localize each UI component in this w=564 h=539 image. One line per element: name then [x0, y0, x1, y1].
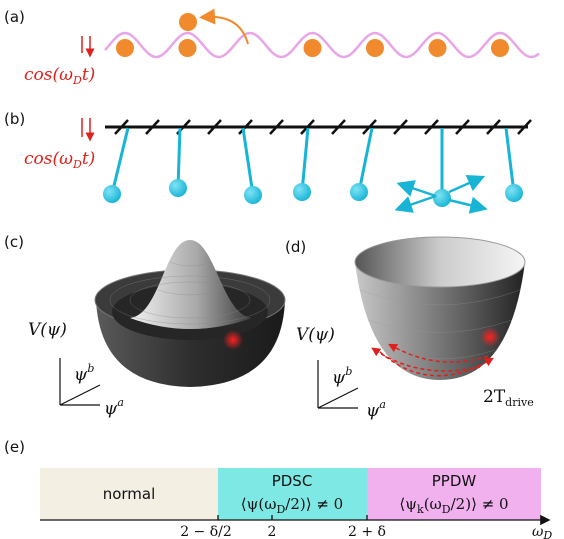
panel-e: (e) normal PDSC ⟨ψ(ωD/2)⟩ ≠ 0 PPDW ⟨ψk(ω…: [4, 438, 552, 539]
panel-c: (c) V(ψ) ψb ψa: [4, 233, 285, 419]
phase-name: PPDW: [432, 472, 477, 490]
panel-b-shape-shape: [506, 128, 514, 193]
panel-c-shape: [223, 330, 243, 350]
panel-a: (a) cos(ωDt): [4, 8, 539, 87]
phase-name: normal: [103, 485, 156, 503]
phase-condition: ⟨ψk(ωD/2)⟩ ≠ 0: [399, 495, 508, 516]
text-part: ψ: [74, 365, 88, 385]
panel-b-shape-shape: [293, 183, 311, 201]
drive-label: cos(ωDt): [24, 149, 95, 171]
panel-b-shape-shape: [505, 184, 523, 202]
text-part: D: [276, 503, 285, 516]
panel-a-shape: [207, 17, 248, 44]
text-part: (ω: [424, 495, 442, 513]
panel-b-shape: [82, 118, 90, 137]
panel-a-shape: [105, 33, 539, 57]
text-part: 2T: [483, 387, 506, 407]
text-part: D: [542, 529, 552, 539]
text-part: a: [117, 396, 124, 409]
panel-b-shape: [103, 128, 523, 207]
phase-condition: ⟨ψ(ωD/2)⟩ ≠ 0: [241, 495, 343, 516]
panel-label: (d): [285, 238, 306, 256]
text-part: /2)⟩ ≠ 0: [285, 495, 343, 513]
panel-b-shape-shape: [243, 128, 253, 195]
panel-label: (a): [4, 8, 25, 26]
panel-a-shape: [179, 13, 197, 31]
panel-b-shape-shape: [359, 128, 372, 192]
text-part: ψ: [332, 368, 346, 388]
drive-label: cos(ωDt): [24, 65, 95, 87]
text-part: t): [82, 65, 95, 85]
axis-label: ωD: [532, 524, 552, 539]
panel-b-shape-shape: [350, 183, 368, 201]
panel-b-shape-shape: [103, 185, 121, 203]
panel-label: (c): [4, 233, 24, 251]
panel-b-shape-shape: [404, 196, 436, 207]
panel-b-shape-shape: [169, 179, 187, 197]
text-part: b: [87, 362, 94, 375]
panel-d-shape: [355, 237, 525, 287]
panel-b-shape-shape: [178, 128, 180, 188]
panel-b-shape-shape: [449, 180, 476, 192]
tick-label: 2: [268, 524, 277, 539]
potential-label: V(ψ): [28, 320, 67, 340]
panel-a-shape-shape: [304, 39, 322, 57]
axis-label: ψb: [74, 362, 94, 385]
text-part: ψ: [104, 399, 118, 419]
text-part: drive: [505, 396, 534, 409]
text-part: ψ: [366, 401, 380, 421]
tick-label: 2 − δ/2: [180, 524, 232, 539]
potential-label: V(ψ): [296, 325, 335, 345]
text-part: ⟨ψ(ω: [241, 495, 277, 513]
text-part: t): [82, 149, 95, 169]
panel-b-shape-shape: [449, 200, 478, 207]
page: (a) cos(ωDt) (b) cos(ωDt) (c) V(ψ) ψb ψa…: [0, 0, 564, 539]
panel-a-shape-shape: [116, 39, 134, 57]
panel-a-shape-shape: [366, 39, 384, 57]
figure: (a) cos(ωDt) (b) cos(ωDt) (c) V(ψ) ψb ψa…: [0, 0, 564, 539]
axis-label: ψb: [332, 365, 352, 388]
text-part: D: [442, 503, 451, 516]
panel-a-shape-shape: [429, 39, 447, 57]
text-part: ω: [532, 524, 544, 539]
panel-a-shape-shape: [491, 39, 509, 57]
panel-b-shape-shape: [406, 186, 436, 196]
period-label: 2Tdrive: [483, 387, 534, 409]
panel-b: (b) cos(ωDt): [4, 110, 531, 207]
panel-a-shape-shape: [179, 39, 197, 57]
panel-b-shape-shape: [433, 189, 451, 207]
text-part: /2)⟩ ≠ 0: [451, 495, 509, 513]
phase-name: PDSC: [272, 472, 313, 490]
panel-label: (e): [4, 438, 25, 456]
text-part: ⟨ψ: [399, 495, 417, 513]
axis-label: ψa: [104, 396, 124, 419]
text-part: cos(ω: [24, 149, 73, 169]
panel-label: (b): [4, 110, 25, 128]
panel-b-shape-shape: [244, 186, 262, 204]
text-part: D: [72, 74, 82, 87]
text-part: b: [345, 365, 352, 378]
text-part: D: [72, 158, 82, 171]
panel-b-shape-shape: [112, 128, 128, 194]
panel-b-shape-shape: [302, 128, 308, 192]
panel-d: (d) V(ψ) ψb ψa 2Tdrive: [285, 237, 534, 421]
text-part: a: [379, 398, 386, 411]
panel-d-shape: [480, 327, 500, 347]
text-part: cos(ω: [24, 65, 73, 85]
tick-label: 2 + δ: [348, 524, 386, 539]
axis-label: ψa: [366, 398, 386, 421]
panel-a-shape: [82, 36, 90, 53]
